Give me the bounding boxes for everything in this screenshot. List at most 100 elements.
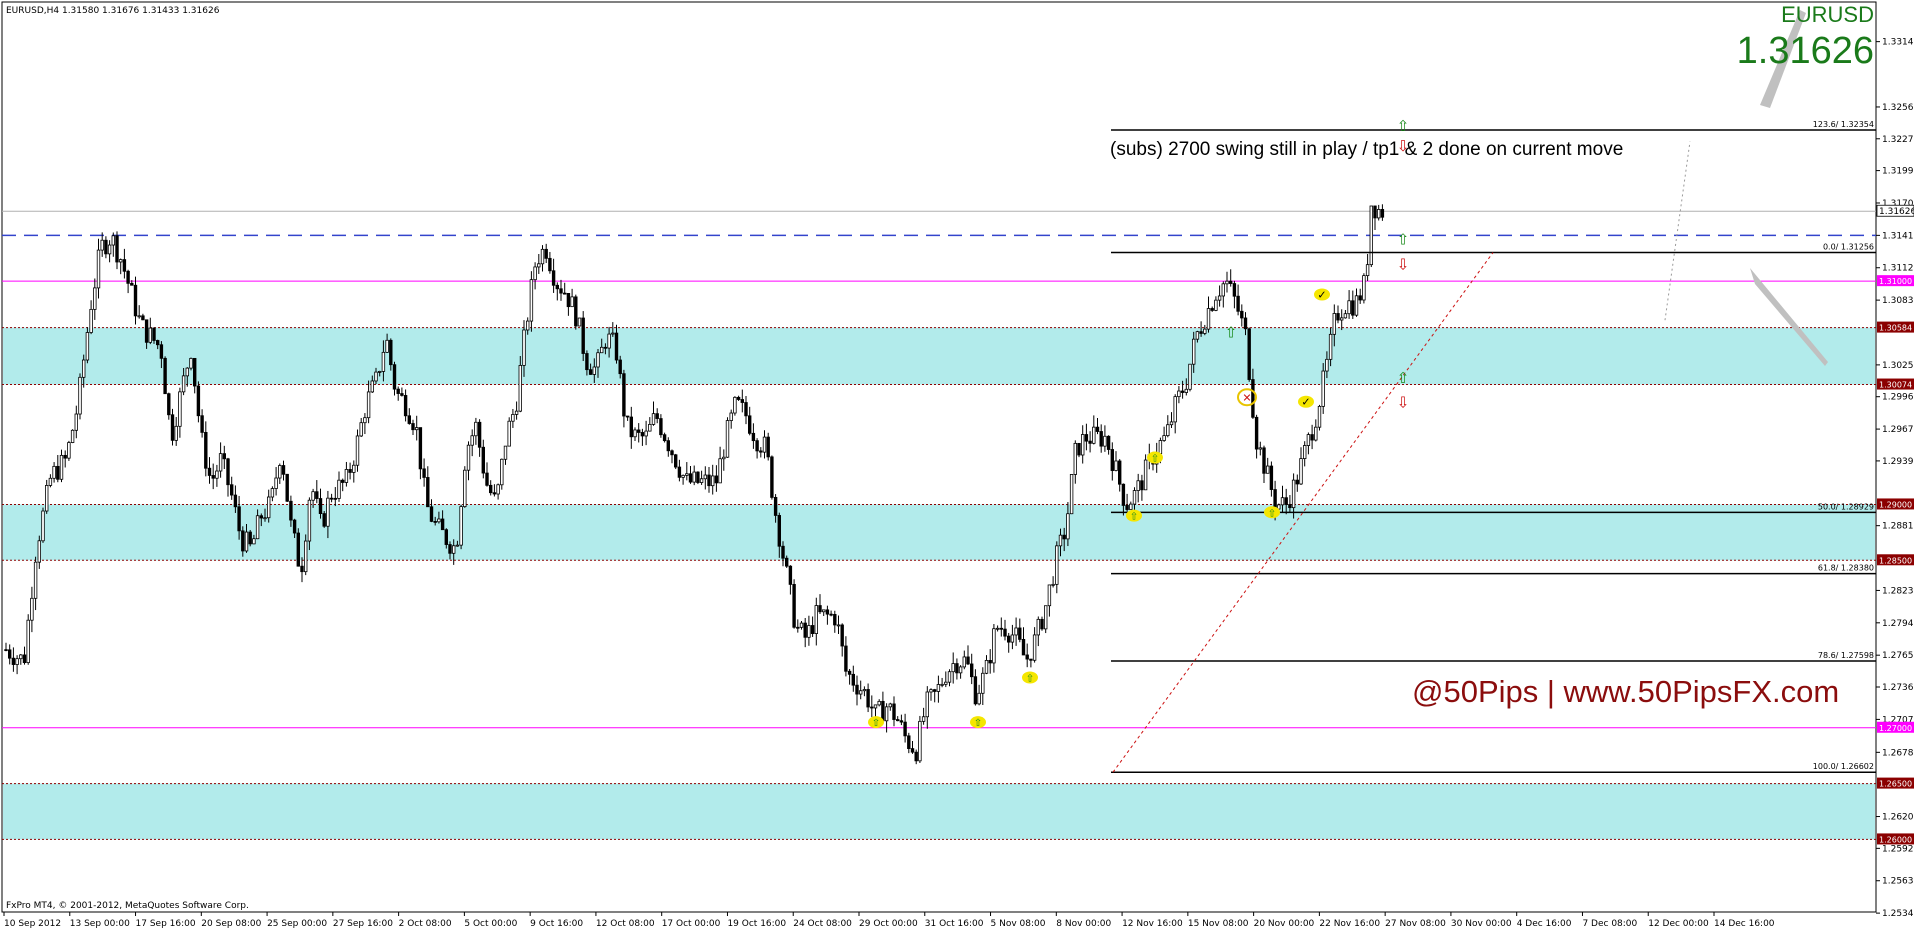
candle-body — [999, 627, 1003, 630]
candle-body — [270, 488, 275, 498]
x-tick-label: 20 Sep 08:00 — [201, 919, 261, 929]
candle-body — [137, 315, 141, 318]
x-tick-label: 30 Nov 00:00 — [1451, 919, 1512, 929]
candle-body — [548, 257, 552, 272]
y-tick-label: 1.31990 — [1882, 167, 1914, 177]
candle-body — [333, 497, 337, 500]
x-tick-label: 27 Nov 08:00 — [1385, 919, 1446, 929]
candle-body — [111, 235, 115, 246]
candle-body — [970, 663, 974, 678]
candle-body — [1158, 440, 1163, 455]
candle-body — [41, 510, 45, 542]
ticker-price: 1.31626 — [1737, 30, 1874, 72]
candle-body — [1040, 618, 1044, 630]
candle-body — [718, 458, 722, 484]
candle-body — [1380, 209, 1385, 218]
candle-body — [1125, 505, 1129, 510]
candle-body — [289, 500, 293, 521]
stop-marker-ring — [1237, 388, 1257, 407]
candle-body — [873, 704, 878, 709]
y-tick-label: 1.33145 — [1882, 38, 1914, 48]
candle-body — [485, 472, 489, 486]
candle-body — [100, 239, 104, 251]
zone-price-badge-text: 1.26500 — [1879, 780, 1912, 789]
candle-body — [1206, 308, 1211, 330]
candle-body — [463, 469, 467, 508]
candle-body — [611, 332, 615, 335]
candle-body — [955, 663, 959, 674]
x-tick-label: 22 Nov 16:00 — [1319, 919, 1380, 929]
candle-body — [733, 396, 737, 414]
x-tick-label: 17 Sep 16:00 — [136, 919, 196, 929]
candle-body — [881, 700, 885, 722]
up-arrow-icon: ⇧ — [1151, 454, 1159, 465]
candle-body — [707, 474, 711, 487]
candle-body — [1310, 434, 1314, 441]
candle-body — [884, 706, 889, 722]
candle-body — [822, 609, 826, 613]
y-tick-label: 1.31120 — [1882, 264, 1914, 274]
entry-marker — [1022, 671, 1038, 684]
candle-body — [411, 423, 415, 431]
checkmark-icon: ✓ — [1317, 289, 1326, 302]
x-tick-label: 5 Nov 08:00 — [991, 919, 1046, 929]
candle-body — [751, 432, 756, 442]
candle-body — [1210, 308, 1214, 311]
candle-body — [48, 477, 53, 486]
zone-price-badge — [1877, 498, 1914, 510]
candle-body — [278, 465, 282, 479]
candle-body — [625, 415, 630, 418]
candle-body — [1003, 628, 1007, 637]
ticker-symbol: EURUSD — [1781, 2, 1874, 27]
candle-body — [1299, 458, 1303, 485]
candle-body — [540, 248, 545, 265]
candle-body — [1143, 459, 1148, 491]
candle-body — [1288, 504, 1292, 509]
y-tick-label: 1.29675 — [1882, 425, 1914, 435]
candle-body — [566, 293, 571, 308]
candle-body — [862, 689, 867, 692]
candle-body — [1021, 638, 1026, 656]
candle-body — [574, 296, 578, 327]
x-tick-label: 15 Nov 08:00 — [1188, 919, 1249, 929]
magenta-price-badge-text: 1.27000 — [1879, 724, 1912, 733]
up-arrow-icon: ⇧ — [1130, 512, 1138, 523]
candle-body — [1166, 424, 1170, 437]
candle-body — [507, 420, 511, 447]
candle-body — [211, 475, 215, 479]
candle-body — [426, 477, 430, 508]
candle-body — [1095, 426, 1100, 432]
candle-body — [670, 450, 674, 456]
candle-body — [596, 352, 600, 368]
candle-body — [318, 498, 323, 514]
candle-body — [1351, 300, 1355, 316]
candle-body — [1321, 370, 1325, 407]
candle-body — [218, 453, 223, 472]
candle-body — [348, 469, 352, 473]
candle-body — [1273, 489, 1277, 510]
candle-body — [637, 429, 641, 433]
up-arrow-icon: ⇧ — [1397, 231, 1410, 249]
candle-body — [933, 689, 937, 692]
candle-body — [792, 584, 796, 628]
candle-body — [1229, 280, 1233, 284]
candle-body — [1203, 328, 1207, 334]
candle-body — [1073, 442, 1077, 475]
x-tick-label: 19 Oct 16:00 — [727, 919, 786, 929]
candle-body — [992, 628, 996, 664]
candle-body — [803, 622, 807, 638]
candle-body — [185, 367, 189, 377]
candle-body — [1051, 583, 1055, 586]
down-arrow-icon: ⇩ — [1397, 255, 1410, 273]
candle-body — [844, 645, 848, 672]
candle-body — [563, 292, 567, 295]
target-marker — [1314, 288, 1330, 301]
candle-body — [995, 627, 1000, 630]
zone-price-badge — [1877, 777, 1914, 789]
candle-body — [1343, 313, 1348, 319]
y-tick-label: 1.27365 — [1882, 683, 1914, 693]
candle-body — [825, 609, 830, 615]
candle-body — [777, 515, 781, 547]
candle-body — [226, 458, 230, 486]
